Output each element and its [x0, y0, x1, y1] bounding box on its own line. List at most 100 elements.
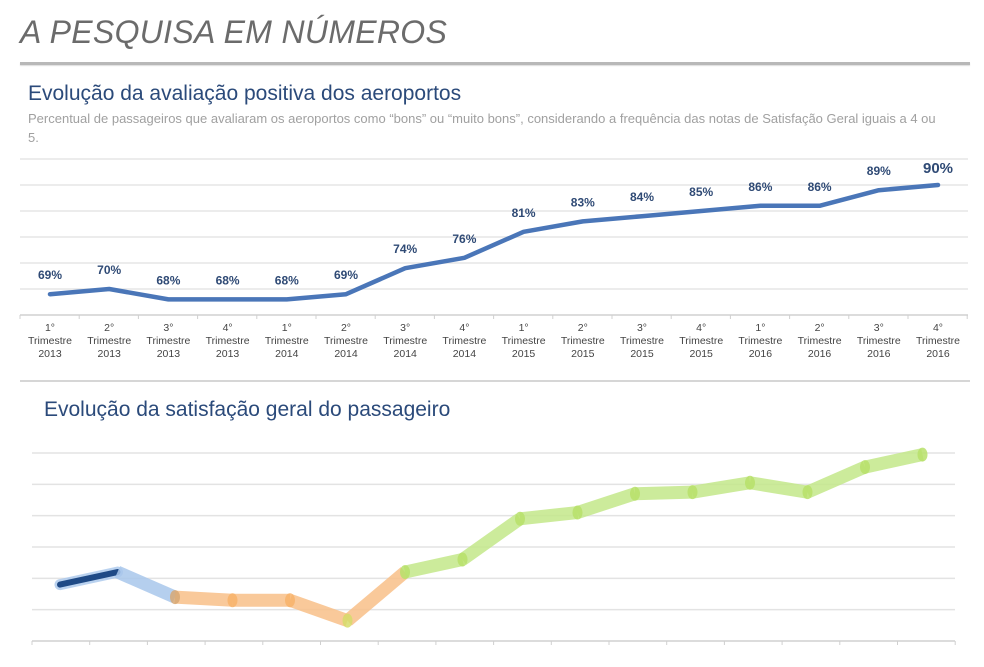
- chart2-segment: [114, 566, 178, 604]
- chart1-x-tick-label: Trimestre: [738, 335, 782, 347]
- chart2-point: [630, 486, 640, 501]
- chart1-x-tick-label: 3°: [874, 322, 884, 334]
- chart1-x-tick-label: 2016: [749, 348, 773, 360]
- chart1-x-tick-label: Trimestre: [206, 335, 250, 347]
- chart1-x-tick-label: 2014: [453, 348, 477, 360]
- chart1-x-tick-label: 2015: [512, 348, 536, 360]
- chart2-segment: [691, 476, 752, 499]
- chart1-data-label: 70%: [97, 263, 121, 277]
- chart1-x-tick-label: 2015: [690, 348, 714, 360]
- chart1-x-tick-label: Trimestre: [798, 335, 842, 347]
- chart1-x-tick-label: 2014: [334, 348, 358, 360]
- chart1-x-tick-label: 2013: [157, 348, 181, 360]
- chart1-data-label: 89%: [867, 164, 891, 178]
- chart1-x-tick-label: 2013: [38, 348, 62, 360]
- chart1-x-tick-label: 1°: [755, 322, 765, 334]
- chart2-point: [227, 593, 238, 608]
- chart1-x-tick-label: 4°: [223, 322, 233, 334]
- chart1-x-tick-label: Trimestre: [265, 335, 309, 347]
- chart2-point: [457, 552, 468, 567]
- chart1-x-tick-label: 2°: [815, 322, 825, 334]
- chart1-x-tick-label: 2014: [275, 348, 299, 360]
- chart1-x-tick-label: Trimestre: [916, 335, 960, 347]
- chart1-data-label: 69%: [38, 268, 62, 282]
- chart1-x-tick-label: 3°: [400, 322, 410, 334]
- chart1-x-tick-label: Trimestre: [502, 335, 546, 347]
- chart1-x-tick-label: 1°: [282, 322, 292, 334]
- chart1-x-tick-label: 2016: [867, 348, 891, 360]
- chart1-x-tick-label: 4°: [459, 322, 469, 334]
- chart1-series-line: [47, 182, 941, 302]
- chart2-point: [515, 511, 525, 526]
- chart1-x-tick-label: 2016: [926, 348, 950, 360]
- chart1-data-label: 85%: [689, 185, 713, 199]
- chart1-data-label: 86%: [748, 180, 772, 194]
- chart1-data-label: 86%: [808, 180, 832, 194]
- chart2-segment: [634, 485, 693, 501]
- chart1-data-label: 90%: [923, 160, 953, 177]
- chart1-subtitle: Percentual de passageiros que avaliaram …: [28, 111, 936, 145]
- chart1-x-tick-label: 2015: [571, 348, 595, 360]
- chart1-x-tick-label: 2013: [98, 348, 122, 360]
- chart1-x-tick-label: 2016: [808, 348, 832, 360]
- chart1-x-tick-label: Trimestre: [561, 335, 605, 347]
- chart1-data-label: 84%: [630, 190, 654, 204]
- chart2-segment: [174, 590, 233, 607]
- chart2-point: [285, 593, 295, 608]
- chart1-x-tick-label: 1°: [519, 322, 529, 334]
- chart1-x-tick-label: 3°: [637, 322, 647, 334]
- chart1-data-label: 68%: [156, 273, 180, 287]
- chart1-x-tick-label: 3°: [163, 322, 173, 334]
- chart1-x-tick-label: 2015: [630, 348, 654, 360]
- chart2-point: [687, 485, 698, 500]
- chart2-segment: [343, 567, 410, 626]
- chart1-x-tick-label: 4°: [696, 322, 706, 334]
- chart2-point: [745, 475, 755, 490]
- chart1-x-tick-label: 1°: [45, 322, 55, 334]
- chart1-x-tick-label: 2°: [341, 322, 351, 334]
- title-divider: [20, 62, 970, 65]
- chart2-segment: [575, 487, 638, 519]
- chart1-x-tick-label: Trimestre: [324, 335, 368, 347]
- chart1-x-tick-label: Trimestre: [442, 335, 486, 347]
- chart1-x-tick-label: 2013: [216, 348, 240, 360]
- chart1-x-tick-label: Trimestre: [146, 335, 190, 347]
- section-divider: [20, 380, 970, 382]
- chart2-point: [917, 447, 928, 462]
- chart1-x-tick-label: Trimestre: [679, 335, 723, 347]
- chart1-x-tick-label: Trimestre: [857, 335, 901, 347]
- chart1-x-tick-label: 2014: [394, 348, 418, 360]
- chart2-point: [342, 613, 353, 628]
- chart2-segment: [287, 594, 350, 627]
- chart2-point: [400, 565, 410, 580]
- chart1-data-label: 68%: [275, 273, 299, 287]
- chart1-data-label: 83%: [571, 195, 595, 209]
- chart1-x-tick-label: Trimestre: [620, 335, 664, 347]
- chart1-x-tick-label: 2°: [578, 322, 588, 334]
- chart2-segment: [804, 461, 868, 499]
- chart1-x-tick-label: Trimestre: [87, 335, 131, 347]
- chart1-x-tick-label: Trimestre: [28, 335, 72, 347]
- chart1-x-tick-label: Trimestre: [383, 335, 427, 347]
- chart2-segment: [748, 476, 809, 499]
- chart2-segment: [863, 448, 924, 474]
- chart1-title: Evolução da avaliação positiva dos aerop…: [28, 82, 462, 105]
- chart1-x-tick-label: 4°: [933, 322, 943, 334]
- chart1-data-label: 68%: [216, 273, 240, 287]
- chart2-point: [860, 460, 870, 475]
- chart2-segment: [458, 513, 524, 565]
- chart2-segment: [403, 553, 464, 579]
- chart2-segment: [57, 569, 121, 588]
- chart1-data-label: 69%: [334, 268, 358, 282]
- chart1-data-label: 74%: [393, 242, 417, 256]
- chart2-point: [170, 590, 180, 605]
- chart2-title: Evolução da satisfação geral do passagei…: [44, 398, 451, 421]
- chart1-x-tick-label: 2°: [104, 322, 114, 334]
- page-title: A PESQUISA EM NÚMEROS: [20, 14, 448, 50]
- chart1-data-label: 81%: [512, 206, 536, 220]
- chart2-segment: [519, 506, 579, 526]
- chart2-point: [572, 505, 583, 520]
- chart2-point: [802, 485, 813, 500]
- chart1-data-label: 76%: [452, 232, 476, 246]
